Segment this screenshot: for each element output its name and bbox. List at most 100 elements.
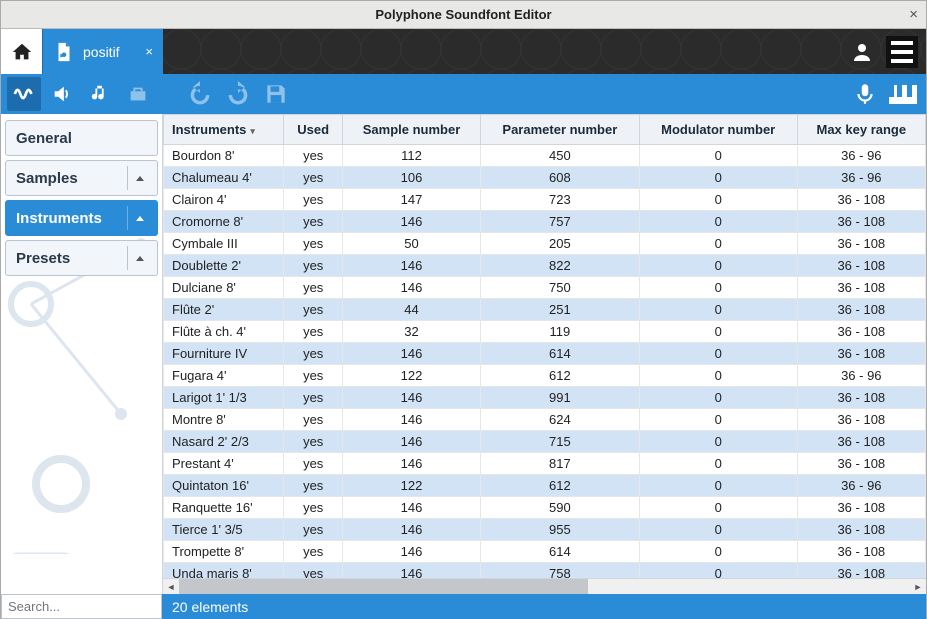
table-cell[interactable]: yes <box>284 321 343 343</box>
table-cell[interactable]: 146 <box>343 409 481 431</box>
table-cell[interactable]: yes <box>284 211 343 233</box>
table-row[interactable]: Tierce 1' 3/5yes146955036 - 108 <box>164 519 926 541</box>
table-cell[interactable]: yes <box>284 541 343 563</box>
table-cell[interactable]: 147 <box>343 189 481 211</box>
toolbox-tool-button[interactable] <box>121 77 155 111</box>
table-row[interactable]: Fourniture IVyes146614036 - 108 <box>164 343 926 365</box>
table-cell[interactable]: 36 - 108 <box>797 497 925 519</box>
table-cell[interactable]: 36 - 108 <box>797 519 925 541</box>
table-cell[interactable]: 0 <box>639 497 797 519</box>
table-row[interactable]: Quintaton 16'yes122612036 - 96 <box>164 475 926 497</box>
table-cell[interactable]: 614 <box>480 343 639 365</box>
table-row[interactable]: Flûte à ch. 4'yes32119036 - 108 <box>164 321 926 343</box>
table-cell[interactable]: 590 <box>480 497 639 519</box>
table-cell[interactable]: yes <box>284 431 343 453</box>
table-cell[interactable]: Doublette 2' <box>164 255 284 277</box>
table-cell[interactable]: 36 - 108 <box>797 343 925 365</box>
table-cell[interactable]: yes <box>284 277 343 299</box>
table-cell[interactable]: 36 - 108 <box>797 233 925 255</box>
table-cell[interactable]: yes <box>284 255 343 277</box>
recorder-button[interactable] <box>848 77 882 111</box>
table-cell[interactable]: 614 <box>480 541 639 563</box>
column-header[interactable]: Parameter number <box>480 115 639 145</box>
table-row[interactable]: Trompette 8'yes146614036 - 108 <box>164 541 926 563</box>
table-cell[interactable]: 822 <box>480 255 639 277</box>
column-header[interactable]: Used <box>284 115 343 145</box>
table-cell[interactable]: 32 <box>343 321 481 343</box>
table-row[interactable]: Fugara 4'yes122612036 - 96 <box>164 365 926 387</box>
table-cell[interactable]: Nasard 2' 2/3 <box>164 431 284 453</box>
table-cell[interactable]: 119 <box>480 321 639 343</box>
table-cell[interactable]: Montre 8' <box>164 409 284 431</box>
table-row[interactable]: Cymbale IIIyes50205036 - 108 <box>164 233 926 255</box>
collapse-caret-icon[interactable] <box>127 246 151 270</box>
table-cell[interactable]: 146 <box>343 255 481 277</box>
sidebar-item-samples[interactable]: Samples <box>5 160 158 196</box>
table-cell[interactable]: yes <box>284 365 343 387</box>
table-cell[interactable]: 817 <box>480 453 639 475</box>
sidebar-item-general[interactable]: General <box>5 120 158 156</box>
table-row[interactable]: Unda maris 8'yes146758036 - 108 <box>164 563 926 579</box>
table-cell[interactable]: 0 <box>639 387 797 409</box>
table-cell[interactable]: 36 - 108 <box>797 453 925 475</box>
table-cell[interactable]: 146 <box>343 343 481 365</box>
home-tab[interactable] <box>1 29 43 74</box>
table-cell[interactable]: Dulciane 8' <box>164 277 284 299</box>
table-cell[interactable]: 251 <box>480 299 639 321</box>
table-cell[interactable]: 205 <box>480 233 639 255</box>
table-cell[interactable]: 36 - 108 <box>797 277 925 299</box>
table-cell[interactable]: Trompette 8' <box>164 541 284 563</box>
waveform-tool-button[interactable] <box>7 77 41 111</box>
table-cell[interactable]: 0 <box>639 189 797 211</box>
table-cell[interactable]: 0 <box>639 563 797 579</box>
music-tool-button[interactable] <box>83 77 117 111</box>
table-cell[interactable]: Flûte 2' <box>164 299 284 321</box>
table-cell[interactable]: 146 <box>343 563 481 579</box>
table-cell[interactable]: Larigot 1' 1/3 <box>164 387 284 409</box>
table-cell[interactable]: Prestant 4' <box>164 453 284 475</box>
volume-tool-button[interactable] <box>45 77 79 111</box>
table-cell[interactable]: yes <box>284 167 343 189</box>
collapse-caret-icon[interactable] <box>127 206 151 230</box>
horizontal-scrollbar[interactable]: ◄ ► <box>163 578 926 594</box>
table-cell[interactable]: 750 <box>480 277 639 299</box>
table-row[interactable]: Clairon 4'yes147723036 - 108 <box>164 189 926 211</box>
table-cell[interactable]: 991 <box>480 387 639 409</box>
table-cell[interactable]: yes <box>284 497 343 519</box>
table-cell[interactable]: 0 <box>639 431 797 453</box>
table-scroll[interactable]: Instruments▾UsedSample numberParameter n… <box>163 114 926 578</box>
table-cell[interactable]: 0 <box>639 541 797 563</box>
table-cell[interactable]: Fourniture IV <box>164 343 284 365</box>
table-cell[interactable]: Chalumeau 4' <box>164 167 284 189</box>
column-header[interactable]: Instruments▾ <box>164 115 284 145</box>
table-cell[interactable]: 36 - 108 <box>797 387 925 409</box>
table-cell[interactable]: 146 <box>343 541 481 563</box>
table-cell[interactable]: 757 <box>480 211 639 233</box>
table-cell[interactable]: 36 - 96 <box>797 365 925 387</box>
table-cell[interactable]: 146 <box>343 211 481 233</box>
save-button[interactable] <box>259 77 293 111</box>
sidebar-item-instruments[interactable]: Instruments <box>5 200 158 236</box>
table-cell[interactable]: 0 <box>639 211 797 233</box>
scroll-left-arrow[interactable]: ◄ <box>163 579 179 594</box>
table-cell[interactable]: yes <box>284 233 343 255</box>
table-cell[interactable]: Ranquette 16' <box>164 497 284 519</box>
table-cell[interactable]: 106 <box>343 167 481 189</box>
hamburger-menu-icon[interactable] <box>886 36 918 68</box>
window-close-icon[interactable]: × <box>909 6 918 23</box>
table-row[interactable]: Dulciane 8'yes146750036 - 108 <box>164 277 926 299</box>
table-cell[interactable]: yes <box>284 409 343 431</box>
table-cell[interactable]: 0 <box>639 343 797 365</box>
table-cell[interactable]: 612 <box>480 365 639 387</box>
table-cell[interactable]: 0 <box>639 475 797 497</box>
table-cell[interactable]: 0 <box>639 409 797 431</box>
table-row[interactable]: Prestant 4'yes146817036 - 108 <box>164 453 926 475</box>
table-cell[interactable]: 612 <box>480 475 639 497</box>
table-row[interactable]: Ranquette 16'yes146590036 - 108 <box>164 497 926 519</box>
table-row[interactable]: Nasard 2' 2/3yes146715036 - 108 <box>164 431 926 453</box>
table-cell[interactable]: 0 <box>639 365 797 387</box>
collapse-caret-icon[interactable] <box>127 166 151 190</box>
file-tab[interactable]: positif × <box>43 29 163 74</box>
table-cell[interactable]: 0 <box>639 255 797 277</box>
table-cell[interactable]: 0 <box>639 519 797 541</box>
